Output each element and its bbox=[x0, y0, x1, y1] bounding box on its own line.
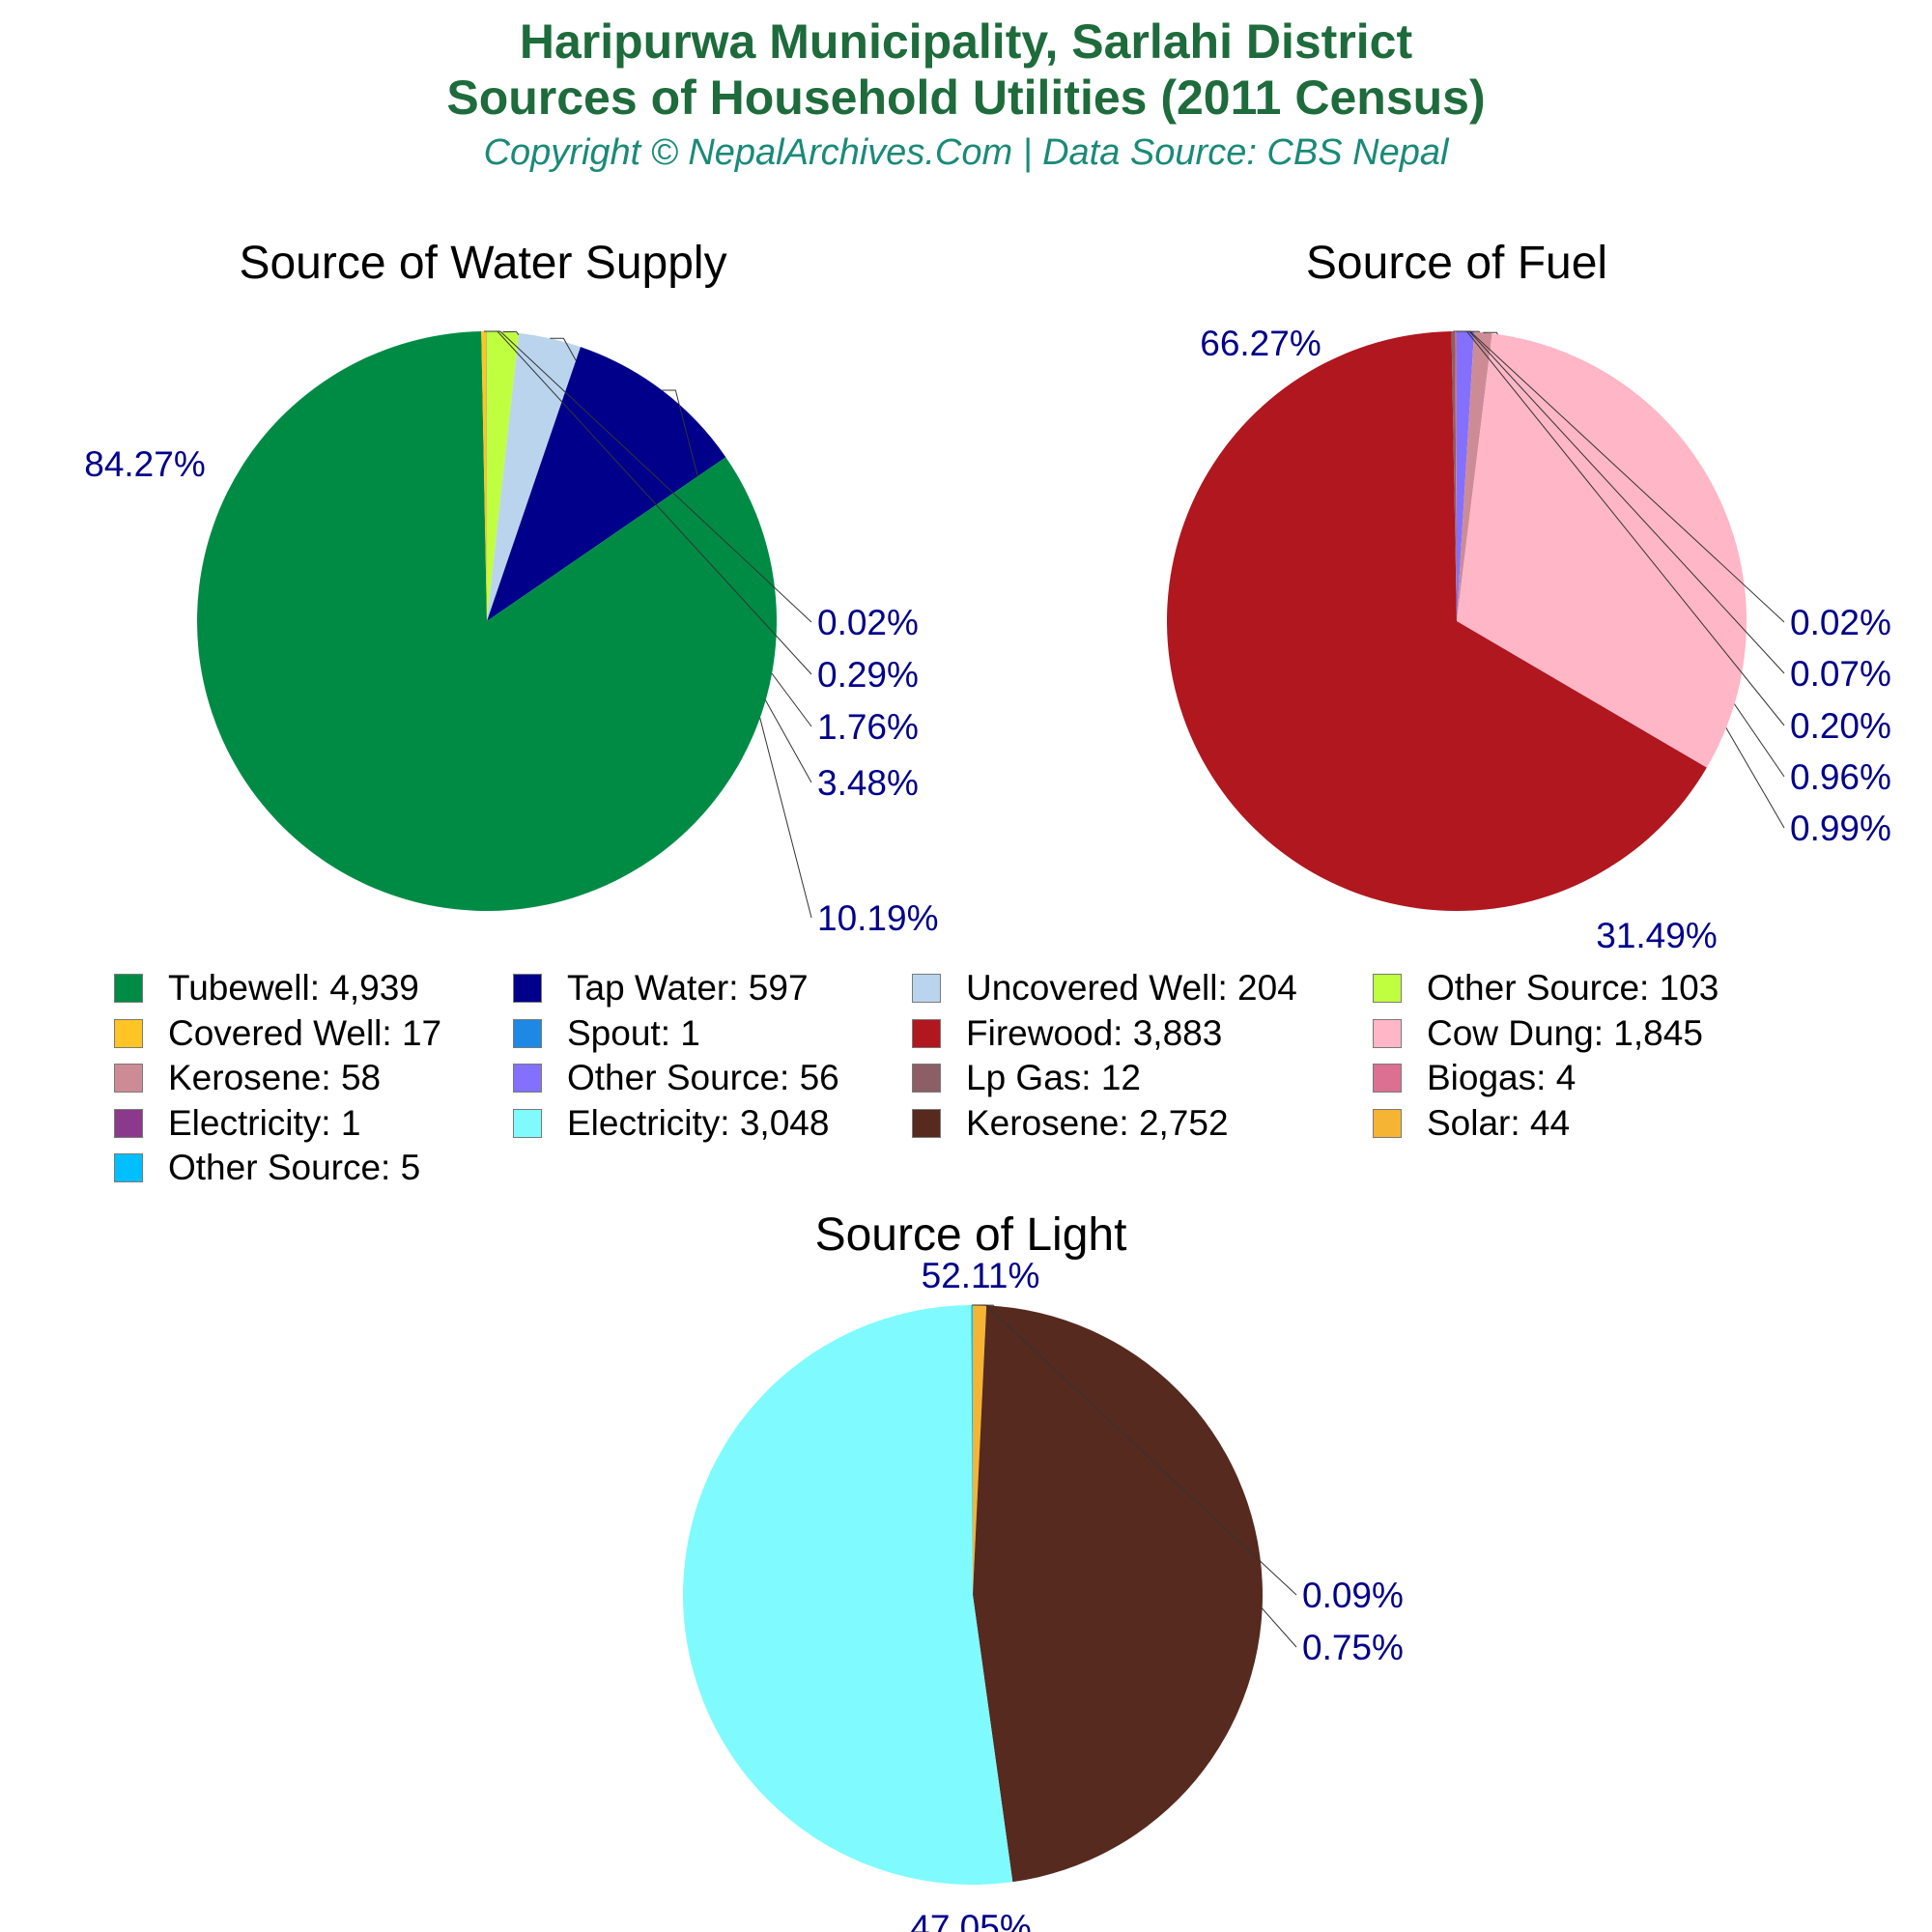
legend-swatch bbox=[513, 1064, 542, 1093]
legend-label: Electricity: 3,048 bbox=[567, 1102, 830, 1143]
slice-electricity bbox=[683, 1305, 1013, 1885]
legend-item: Other Source: 5 bbox=[114, 1146, 420, 1190]
pie-title: Source of Light bbox=[815, 1209, 1127, 1261]
slice-percent-label: 0.07% bbox=[1790, 654, 1891, 694]
legend-label: Biogas: 4 bbox=[1427, 1058, 1577, 1097]
slice-biogas bbox=[1455, 331, 1457, 621]
callout-line bbox=[662, 389, 812, 919]
slice-percent-label: 0.99% bbox=[1790, 809, 1891, 848]
legend-label: Tubewell: 4,939 bbox=[168, 968, 419, 1008]
callout-line bbox=[1456, 330, 1785, 623]
legend-swatch bbox=[114, 1018, 143, 1048]
slice-lp-gas bbox=[1451, 331, 1457, 621]
legend-label: Uncovered Well: 204 bbox=[966, 968, 1297, 1008]
legend-item: Tap Water: 597 bbox=[513, 966, 809, 1010]
legend-item: Covered Well: 17 bbox=[114, 1011, 441, 1056]
slice-percent-label: 0.02% bbox=[817, 603, 919, 642]
slice-percent-label: 3.48% bbox=[817, 763, 919, 803]
legend-item: Electricity: 1 bbox=[114, 1101, 360, 1146]
slice-other-source bbox=[487, 331, 520, 621]
callout-line bbox=[486, 330, 812, 623]
slice-percent-label: 84.27% bbox=[84, 444, 206, 484]
chart-title-line-2: Sources of Household Utilities (2011 Cen… bbox=[446, 71, 1486, 125]
legend-label: Solar: 44 bbox=[1427, 1102, 1571, 1143]
slice-percent-label: 0.96% bbox=[1790, 757, 1891, 797]
legend-label: Spout: 1 bbox=[567, 1012, 700, 1053]
legend-label: Electricity: 1 bbox=[168, 1102, 361, 1143]
slice-percent-label: 47.05% bbox=[910, 1908, 1032, 1932]
slice-solar bbox=[973, 1305, 987, 1595]
legend-item: Tubewell: 4,939 bbox=[114, 966, 419, 1010]
slice-percent-label: 66.27% bbox=[1200, 324, 1321, 363]
slice-percent-label: 0.75% bbox=[1302, 1628, 1404, 1667]
legend-swatch bbox=[114, 1108, 143, 1138]
legend-swatch bbox=[912, 974, 941, 1003]
legend-item: Kerosene: 2,752 bbox=[912, 1101, 1229, 1146]
slice-percent-label: 10.19% bbox=[817, 898, 939, 938]
legend-item: Other Source: 56 bbox=[513, 1056, 839, 1100]
legend-swatch bbox=[1373, 1018, 1402, 1048]
legend-label: Kerosene: 58 bbox=[168, 1058, 382, 1097]
slice-tubewell bbox=[196, 331, 777, 912]
legend-label: Other Source: 103 bbox=[1427, 968, 1719, 1008]
slice-covered-well bbox=[481, 331, 487, 621]
slice-tap-water bbox=[487, 347, 726, 621]
legend-swatch bbox=[1373, 1064, 1402, 1093]
slice-percent-label: 52.11% bbox=[922, 1256, 1040, 1295]
slice-cow-dung bbox=[1457, 333, 1747, 768]
legend-item: Biogas: 4 bbox=[1373, 1056, 1576, 1100]
legend-label: Covered Well: 17 bbox=[168, 1012, 442, 1053]
pie-title: Source of Water Supply bbox=[239, 238, 726, 289]
legend-label: Firewood: 3,883 bbox=[966, 1012, 1223, 1053]
pie-source-of-water-supply: Source of Water Supply 1.76% 3.48% 10.19% 84… bbox=[84, 238, 938, 938]
pie-source-of-light: Source of Light 0.75% 47.05% 52.11% 0.09% bbox=[683, 1209, 1404, 1932]
legend-item: Cow Dung: 1,845 bbox=[1373, 1011, 1703, 1056]
legend-item: Kerosene: 58 bbox=[114, 1056, 381, 1100]
legend-item: Uncovered Well: 204 bbox=[912, 966, 1297, 1010]
legend-item: Lp Gas: 12 bbox=[912, 1056, 1141, 1100]
slice-uncovered-well bbox=[487, 332, 581, 621]
legend-item: Spout: 1 bbox=[513, 1011, 700, 1056]
legend-swatch bbox=[114, 1064, 143, 1093]
callout-line bbox=[972, 1304, 1297, 1596]
slice-percent-label: 0.09% bbox=[1302, 1576, 1404, 1615]
legend-label: Lp Gas: 12 bbox=[966, 1058, 1142, 1097]
legend-item: Other Source: 103 bbox=[1373, 966, 1719, 1010]
slice-percent-label: 0.29% bbox=[817, 655, 919, 695]
chart-title-line-1: Haripurwa Municipality, Sarlahi District bbox=[519, 14, 1413, 69]
legend-item: Firewood: 3,883 bbox=[912, 1011, 1222, 1056]
legend-swatch bbox=[1373, 974, 1402, 1003]
legend-item: Electricity: 3,048 bbox=[513, 1101, 829, 1146]
legend-swatch bbox=[513, 974, 542, 1003]
legend-swatch bbox=[114, 974, 143, 1003]
slice-firewood bbox=[1166, 331, 1707, 911]
slice-percent-label: 31.49% bbox=[1596, 916, 1718, 955]
slice-percent-label: 0.20% bbox=[1790, 706, 1891, 746]
pie-source-of-fuel: Source of Fuel 0.96% 0.99% 31.49% 66.27% 0.20… bbox=[1166, 238, 1891, 955]
legend-swatch bbox=[513, 1108, 542, 1138]
slice-other-source bbox=[1457, 331, 1475, 621]
slice-percent-label: 1.76% bbox=[817, 707, 919, 747]
pie-title: Source of Fuel bbox=[1306, 238, 1607, 289]
legend-swatch bbox=[1373, 1108, 1402, 1138]
legend-swatch bbox=[513, 1018, 542, 1048]
slice-percent-label: 0.02% bbox=[1790, 603, 1891, 642]
legend-label: Tap Water: 597 bbox=[567, 968, 809, 1008]
slice-kerosene bbox=[973, 1305, 1263, 1883]
slice-kerosene bbox=[1457, 331, 1492, 621]
legend-swatch bbox=[912, 1018, 941, 1048]
legend-item: Solar: 44 bbox=[1373, 1101, 1570, 1146]
legend-label: Other Source: 5 bbox=[168, 1148, 421, 1187]
legend-label: Kerosene: 2,752 bbox=[966, 1102, 1229, 1143]
chart-subtitle: Copyright © NepalArchives.Com | Data Sou… bbox=[483, 132, 1449, 173]
legend-swatch bbox=[912, 1064, 941, 1093]
legend-label: Cow Dung: 1,845 bbox=[1427, 1012, 1703, 1053]
legend-label: Other Source: 56 bbox=[567, 1058, 839, 1097]
legend-swatch bbox=[114, 1153, 143, 1182]
slice-other-source bbox=[971, 1305, 973, 1595]
legend-swatch bbox=[912, 1108, 941, 1138]
